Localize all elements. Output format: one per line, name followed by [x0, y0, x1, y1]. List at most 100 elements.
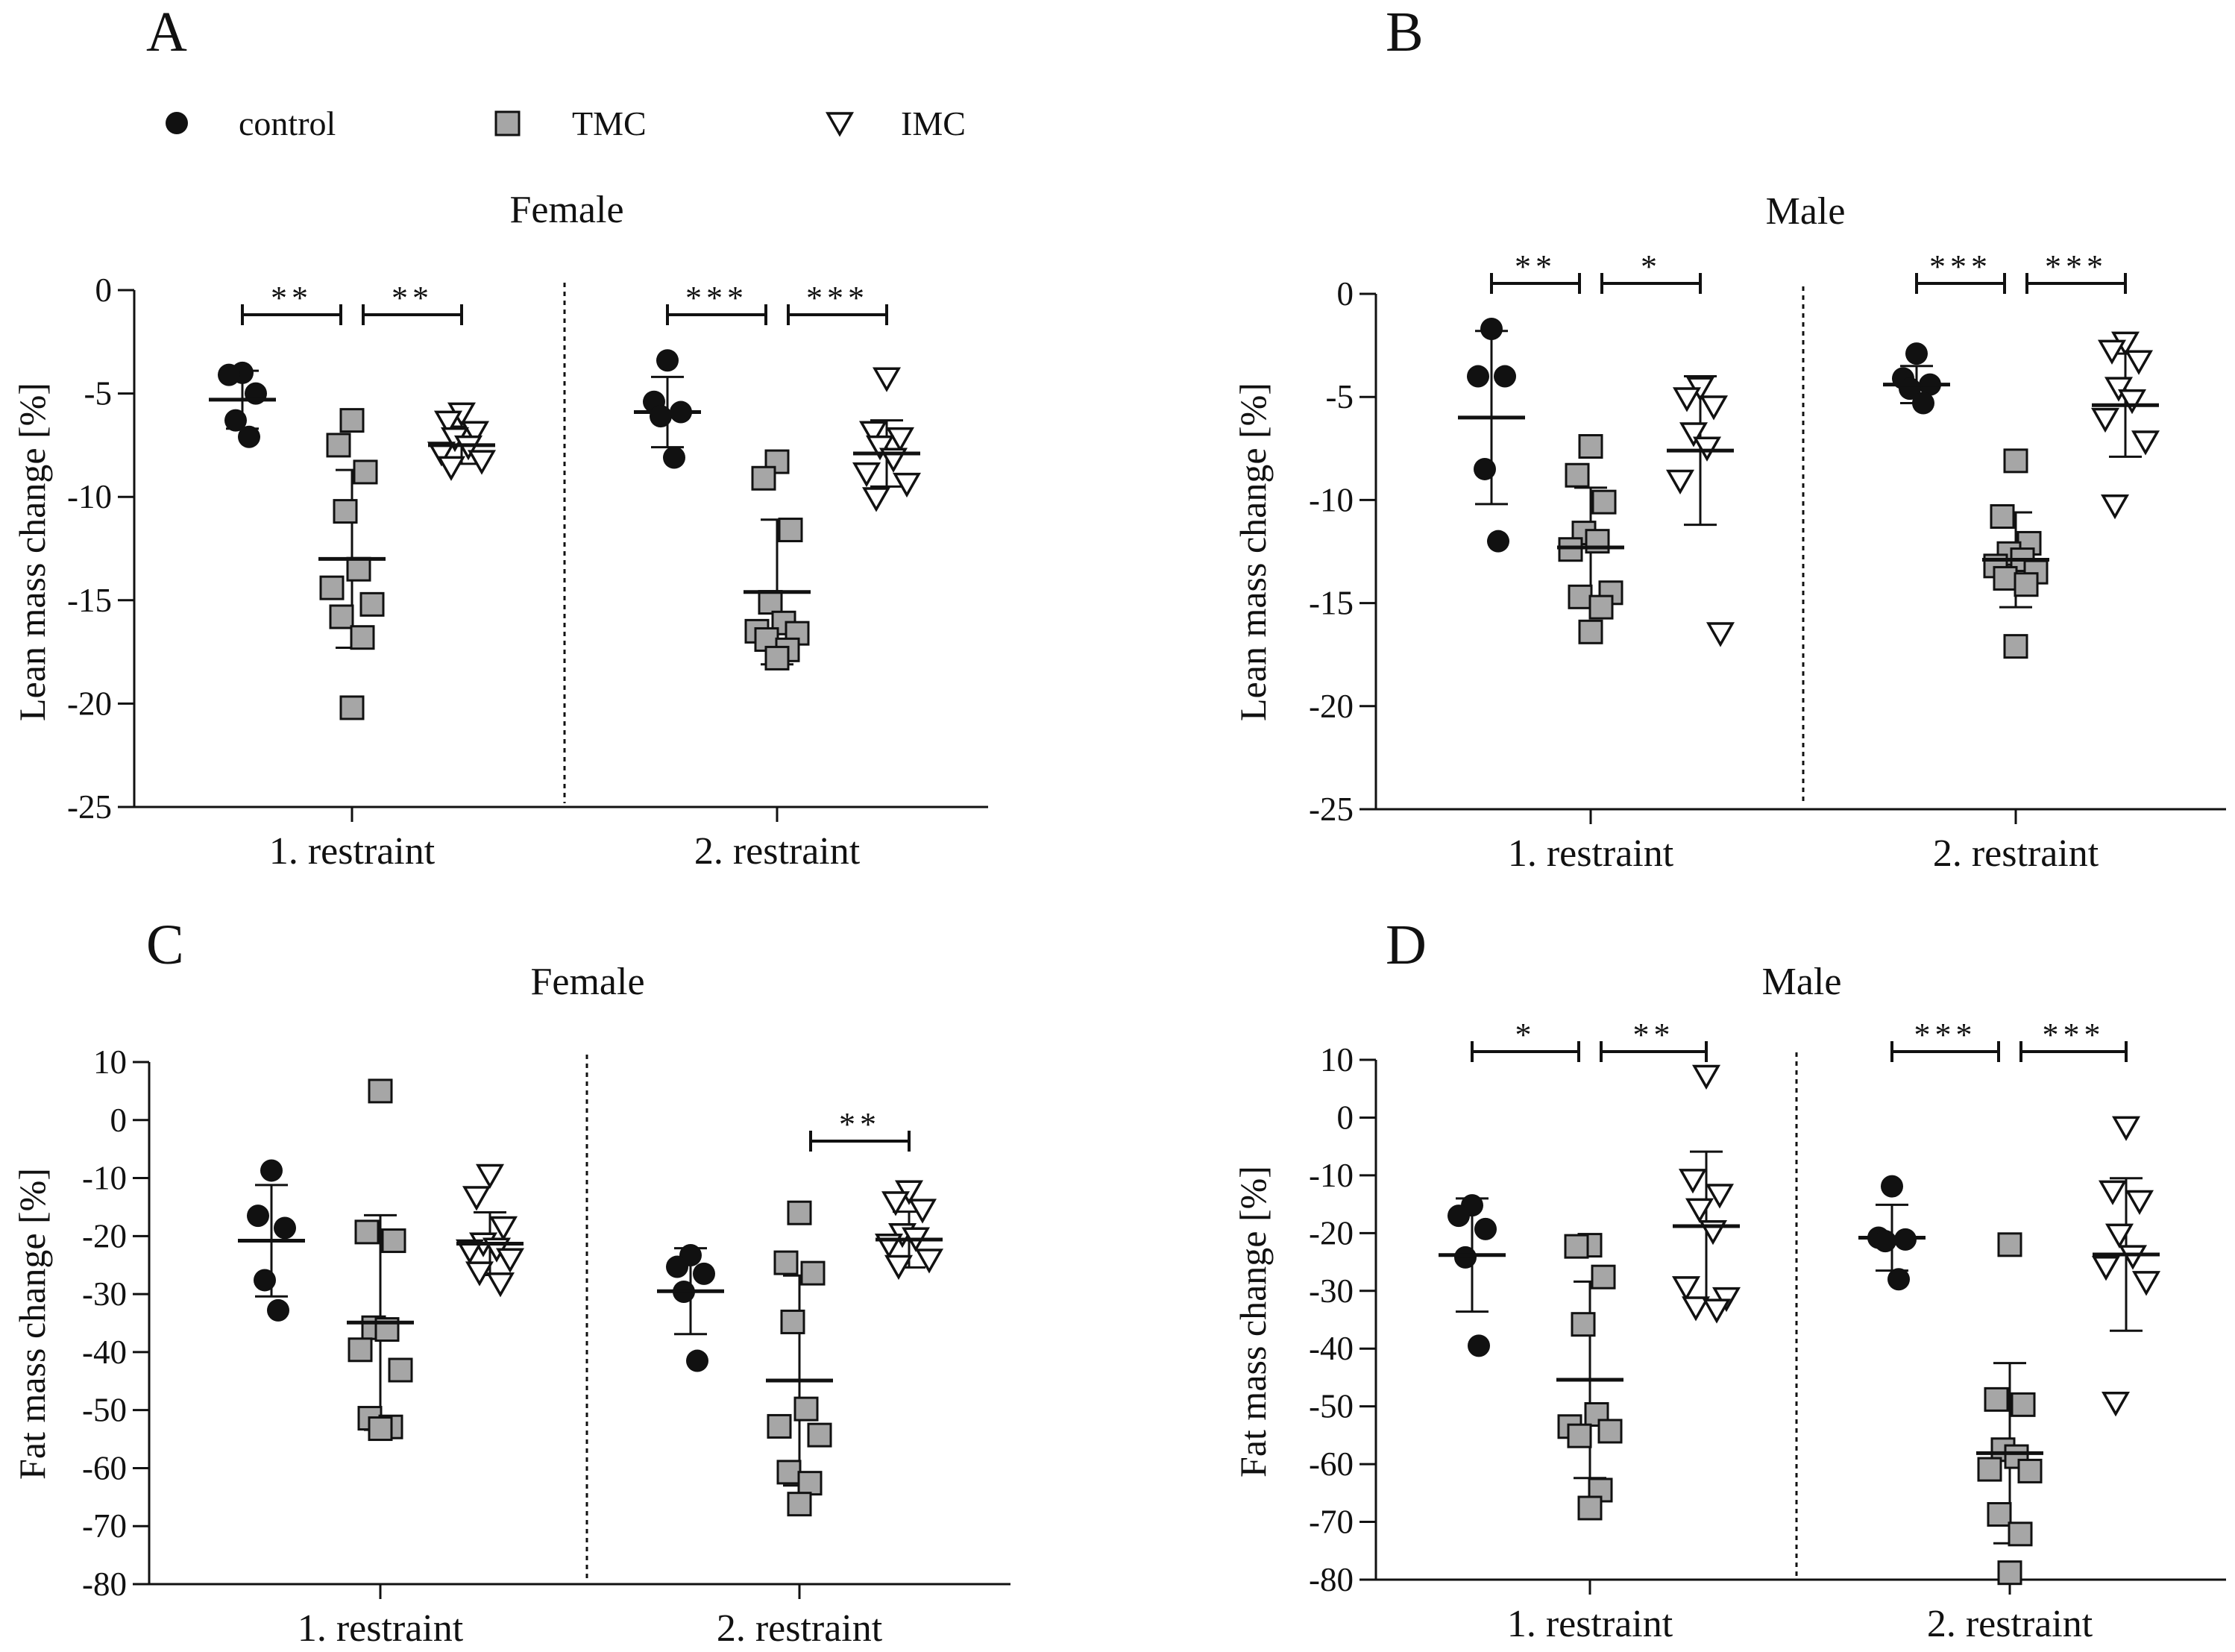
panel-a-point-tmc [333, 499, 358, 524]
panel-c-point-tmc [787, 1492, 812, 1517]
panel-d-point-tmc [1584, 1402, 1609, 1428]
panel-b-y-tick-label: -10 [1309, 481, 1354, 518]
panel-c-sig-label: ** [839, 1106, 881, 1143]
panel-b-point-imc [1679, 422, 1709, 447]
panel-a-point-imc [872, 367, 902, 392]
panel-b-point-tmc [2003, 448, 2028, 474]
panel-c-point-control [693, 1262, 715, 1285]
panel-a-sig-label: ** [392, 280, 433, 316]
panel-d-point-tmc [1567, 1423, 1592, 1448]
legend-marker-control [166, 112, 188, 134]
panel-d-y-tick-label: -70 [1309, 1504, 1354, 1541]
panel-a-y-tick-label: -20 [67, 685, 112, 722]
panel-b-point-imc [1699, 395, 1729, 421]
legend-label-control: control [239, 104, 336, 142]
panel-d-point-tmc [1977, 1457, 2002, 1482]
panel-c-point-tmc [354, 1219, 380, 1245]
panel-c-point-tmc [773, 1250, 799, 1275]
panel-b-sig-label: ** [1515, 248, 1556, 285]
panel-c-point-tmc [776, 1460, 802, 1485]
panel-d-sig-label: * [1515, 1017, 1536, 1053]
panel-d-point-tmc [1984, 1386, 2009, 1412]
panel-c-y-tick-label: -70 [82, 1507, 127, 1545]
panel-b-point-tmc [1558, 537, 1583, 562]
panel-c-point-tmc [381, 1228, 406, 1254]
panel-d-point-control [1468, 1334, 1490, 1357]
panel-a-point-imc [433, 410, 463, 436]
panel-b-letter: B [1386, 1, 1424, 63]
panel-a-y-axis-label: Lean mass change [%] [11, 383, 53, 721]
panel-a-point-tmc [329, 604, 354, 629]
panel-a-point-imc [861, 487, 891, 512]
panel-a-point-imc [865, 435, 895, 461]
panel-a-sig-label: *** [806, 280, 869, 316]
panel-b-title: Male [1766, 190, 1846, 233]
panel-a-x-category-label: 2. restraint [694, 830, 861, 873]
panel-d-point-control [1454, 1246, 1477, 1269]
panel-d-point-imc [2125, 1190, 2154, 1216]
panel-b-point-tmc [1993, 565, 2018, 591]
panel-b-y-axis-label: Lean mass change [%] [1232, 383, 1274, 721]
panel-c-y-tick-label: -80 [82, 1565, 127, 1603]
panel-c-y-tick-label: -30 [82, 1275, 127, 1313]
panel-b-point-tmc [1578, 619, 1603, 644]
panel-a-y-tick-label: -5 [84, 375, 113, 412]
panel-c-point-control [260, 1159, 283, 1182]
panel-a-point-imc [467, 450, 497, 475]
panel-b-y-tick-label: -15 [1309, 585, 1354, 622]
panel-d-point-tmc [1997, 1560, 2022, 1586]
panel-b-point-imc [1665, 469, 1695, 495]
panel-a-point-tmc [326, 433, 351, 458]
panel-a-point-imc [892, 472, 922, 498]
panel-a-point-imc [858, 421, 888, 446]
panel-d-point-tmc [1577, 1495, 1603, 1521]
panel-b-point-tmc [1990, 504, 2015, 530]
panel-d-y-tick-label: 10 [1320, 1041, 1354, 1078]
panel-a-point-control [650, 405, 672, 428]
panel-b-point-imc [2124, 350, 2154, 375]
panel-a-point-imc [436, 456, 466, 481]
panel-c-point-imc [884, 1254, 914, 1281]
panel-c-point-imc [485, 1272, 515, 1298]
panel-d-point-imc [1685, 1198, 1714, 1223]
panel-a-point-control [218, 363, 240, 386]
panel-a-point-tmc [346, 556, 371, 582]
panel-a-point-tmc [758, 590, 783, 615]
panel-b-y-tick-label: -25 [1309, 791, 1354, 828]
legend-label-tmc: TMC [572, 104, 647, 142]
legend-marker-imc [825, 112, 855, 137]
panel-c-y-tick-label: -10 [82, 1160, 127, 1197]
panel-c-x-category-label: 1. restraint [298, 1607, 464, 1650]
panel-b-point-control [1474, 457, 1496, 480]
panel-d-y-tick-label: -20 [1309, 1214, 1354, 1251]
panel-c-point-imc [455, 1239, 485, 1265]
panel-c-point-tmc [767, 1413, 792, 1439]
panel-d-y-tick-label: -60 [1309, 1445, 1354, 1483]
panel-d-point-imc [2111, 1116, 2141, 1141]
panel-a-point-imc [460, 421, 490, 446]
panel-b-point-tmc [2014, 572, 2039, 597]
panel-b-y-tick-label: 0 [1337, 275, 1354, 313]
panel-d-point-tmc [1597, 1419, 1623, 1444]
panel-a-point-imc [885, 427, 915, 453]
panel-a-point-imc [453, 435, 483, 461]
panel-c-point-control [274, 1216, 296, 1240]
panel-d-y-tick-label: -80 [1309, 1561, 1354, 1598]
panel-a-point-control [238, 425, 260, 448]
panel-c-point-tmc [368, 1078, 393, 1104]
panel-d-point-imc [2104, 1223, 2134, 1249]
panel-d-point-imc [1691, 1064, 1721, 1090]
panel-d-point-imc [1671, 1276, 1701, 1301]
panel-d-y-tick-label: 0 [1337, 1099, 1354, 1136]
panel-d-point-tmc [1571, 1312, 1596, 1337]
panel-a-point-tmc [764, 645, 790, 670]
panel-b-point-imc [1672, 387, 1702, 412]
legend-label-imc: IMC [901, 104, 966, 142]
panel-d-x-category-label: 1. restraint [1507, 1603, 1673, 1645]
panel-d-y-tick-label: -10 [1309, 1157, 1354, 1194]
panel-d-y-axis-label: Fat mass change [%] [1232, 1166, 1274, 1477]
panel-d-point-imc [1705, 1184, 1735, 1209]
panel-d-point-tmc [1987, 1501, 2012, 1527]
panel-b-point-control [1905, 342, 1928, 365]
